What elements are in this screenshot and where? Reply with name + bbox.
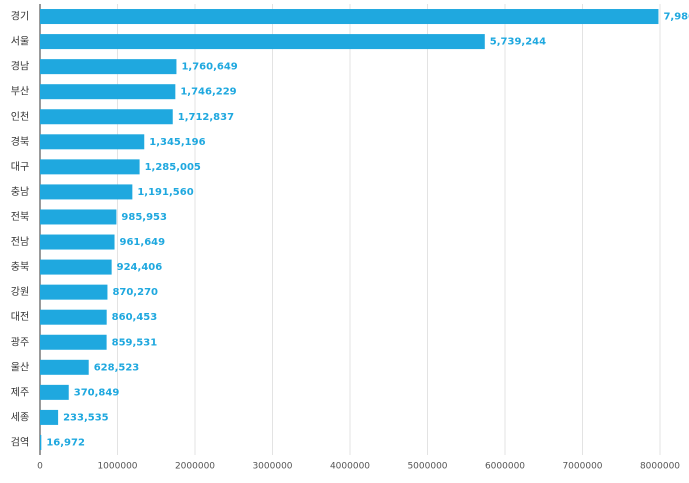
- category-label: 울산: [11, 361, 29, 373]
- bar: [40, 384, 69, 400]
- category-label: 충남: [11, 186, 29, 198]
- value-label: 985,953: [121, 212, 167, 223]
- category-label: 대구: [11, 161, 29, 173]
- x-tick-label: 7000000: [562, 462, 602, 472]
- value-label: 1,712,837: [178, 112, 234, 123]
- x-tick-label: 0: [37, 462, 43, 472]
- category-label: 세종: [11, 411, 29, 423]
- category-label: 인천: [11, 111, 29, 123]
- value-label: 859,531: [112, 337, 158, 348]
- bar: [40, 234, 115, 250]
- category-label: 전남: [11, 236, 29, 248]
- value-label: 860,453: [112, 312, 158, 323]
- category-label: 전북: [11, 211, 29, 223]
- value-label: 628,523: [94, 362, 140, 373]
- value-label: 961,649: [120, 237, 166, 248]
- category-label: 충북: [11, 261, 29, 273]
- value-label: 924,406: [117, 262, 163, 273]
- bar: [40, 184, 133, 200]
- bar: [40, 259, 112, 275]
- x-tick-label: 2000000: [175, 462, 215, 472]
- x-tick-label: 8000000: [640, 462, 680, 472]
- bar: [40, 284, 108, 300]
- category-label: 경북: [11, 135, 29, 148]
- x-tick-label: 3000000: [252, 462, 292, 472]
- value-label: 1,760,649: [181, 62, 237, 73]
- category-label: 경남: [11, 60, 29, 73]
- category-label: 강원: [11, 286, 29, 298]
- bar: [40, 84, 176, 100]
- x-tick-label: 4000000: [330, 462, 370, 472]
- value-label: 1,191,560: [137, 187, 193, 198]
- value-label: 870,270: [112, 287, 158, 298]
- bar: [40, 59, 177, 75]
- x-tick-label: 6000000: [485, 462, 525, 472]
- bar: [40, 109, 173, 125]
- bar: [40, 34, 485, 50]
- bar: [40, 409, 59, 425]
- category-label: 부산: [11, 86, 29, 98]
- bar: [40, 334, 107, 350]
- x-tick-label: 5000000: [407, 462, 447, 472]
- category-label: 광주: [11, 336, 29, 348]
- bar: [40, 309, 107, 325]
- category-label: 대전: [11, 311, 29, 323]
- category-label: 제주: [11, 386, 29, 398]
- category-label: 서울: [11, 36, 29, 48]
- value-label: 233,535: [63, 412, 109, 423]
- bar: [40, 359, 89, 375]
- x-tick-label: 1000000: [97, 462, 137, 472]
- category-label: 경기: [11, 10, 29, 23]
- value-label: 370,849: [74, 387, 120, 398]
- value-label: 16,972: [46, 437, 85, 448]
- value-label: 1,345,196: [149, 137, 205, 148]
- bar: [40, 9, 659, 25]
- bar: [40, 134, 145, 150]
- value-label: 1,746,229: [180, 87, 236, 98]
- value-label: 1,285,005: [145, 162, 201, 173]
- value-label: 7,980,000: [663, 12, 689, 23]
- value-label: 5,739,244: [490, 37, 546, 48]
- category-label: 검역: [11, 436, 29, 448]
- bar: [40, 434, 42, 450]
- bar: [40, 209, 117, 225]
- bar: [40, 159, 140, 175]
